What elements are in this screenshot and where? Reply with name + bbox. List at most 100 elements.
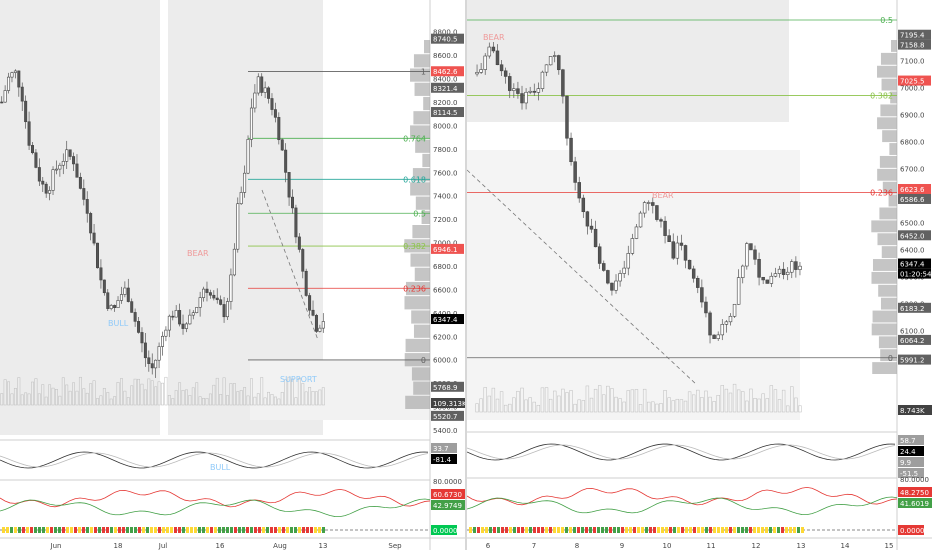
candle[interactable] bbox=[651, 202, 655, 206]
candle[interactable] bbox=[140, 332, 144, 344]
candle[interactable] bbox=[291, 196, 294, 209]
candle[interactable] bbox=[75, 163, 79, 178]
candle[interactable] bbox=[487, 46, 492, 57]
candle[interactable] bbox=[581, 197, 586, 213]
candle[interactable] bbox=[20, 86, 24, 102]
candle[interactable] bbox=[174, 310, 178, 318]
candle[interactable] bbox=[34, 152, 38, 168]
candle[interactable] bbox=[229, 274, 233, 302]
candle[interactable] bbox=[741, 265, 745, 278]
candle[interactable] bbox=[499, 64, 504, 72]
candle[interactable] bbox=[314, 315, 318, 332]
candle[interactable] bbox=[92, 232, 96, 244]
candle[interactable] bbox=[614, 280, 618, 291]
candle[interactable] bbox=[202, 288, 206, 298]
candle[interactable] bbox=[683, 245, 688, 261]
candle[interactable] bbox=[667, 235, 671, 243]
trend-line[interactable] bbox=[467, 169, 698, 386]
candle[interactable] bbox=[195, 307, 199, 314]
candle[interactable] bbox=[17, 70, 21, 88]
candle[interactable] bbox=[589, 225, 594, 230]
candle[interactable] bbox=[708, 312, 712, 336]
candle[interactable] bbox=[102, 279, 106, 294]
candle[interactable] bbox=[3, 90, 7, 103]
candle[interactable] bbox=[638, 212, 643, 228]
candle[interactable] bbox=[96, 242, 99, 269]
candle[interactable] bbox=[10, 72, 14, 78]
candle[interactable] bbox=[716, 334, 720, 339]
candle[interactable] bbox=[297, 236, 301, 250]
candle[interactable] bbox=[794, 261, 798, 270]
candle[interactable] bbox=[164, 329, 168, 337]
candle[interactable] bbox=[655, 205, 659, 220]
candle[interactable] bbox=[208, 292, 212, 296]
candle[interactable] bbox=[503, 70, 508, 77]
candle[interactable] bbox=[311, 309, 315, 316]
candle[interactable] bbox=[188, 314, 192, 325]
candle[interactable] bbox=[61, 160, 65, 166]
trend-line[interactable] bbox=[261, 189, 319, 341]
candle[interactable] bbox=[475, 72, 479, 75]
left-chart-pane[interactable]: 8800.0 8600.0 8400.0 8200.0 8000.0 7800.0 7600… bbox=[0, 0, 465, 550]
candle[interactable] bbox=[267, 87, 271, 99]
candle[interactable] bbox=[491, 46, 496, 52]
candle[interactable] bbox=[161, 335, 164, 347]
candle[interactable] bbox=[280, 139, 284, 151]
candle[interactable] bbox=[109, 305, 113, 309]
candle[interactable] bbox=[243, 172, 247, 193]
candle[interactable] bbox=[765, 279, 769, 284]
candle[interactable] bbox=[646, 202, 651, 204]
candle[interactable] bbox=[321, 321, 325, 329]
candle[interactable] bbox=[671, 241, 675, 259]
candle[interactable] bbox=[626, 253, 631, 269]
candle[interactable] bbox=[301, 249, 305, 272]
candle[interactable] bbox=[724, 321, 729, 325]
candle[interactable] bbox=[520, 93, 524, 104]
candle[interactable] bbox=[37, 167, 41, 182]
candle[interactable] bbox=[41, 180, 45, 185]
candle[interactable] bbox=[113, 305, 117, 309]
candle[interactable] bbox=[540, 71, 545, 89]
candle[interactable] bbox=[602, 263, 606, 271]
candle[interactable] bbox=[232, 248, 236, 276]
candle[interactable] bbox=[569, 137, 573, 163]
candle[interactable] bbox=[785, 271, 790, 275]
candle[interactable] bbox=[749, 243, 753, 251]
candle[interactable] bbox=[483, 55, 487, 70]
candle[interactable] bbox=[191, 312, 195, 316]
candle[interactable] bbox=[622, 267, 626, 274]
candle[interactable] bbox=[236, 203, 240, 250]
candle[interactable] bbox=[249, 107, 253, 140]
candle[interactable] bbox=[68, 149, 72, 157]
candle[interactable] bbox=[479, 69, 483, 73]
candle[interactable] bbox=[277, 117, 281, 141]
candle[interactable] bbox=[606, 270, 610, 284]
candle[interactable] bbox=[273, 109, 277, 118]
candle[interactable] bbox=[528, 90, 532, 93]
candle[interactable] bbox=[552, 55, 557, 57]
candle[interactable] bbox=[82, 188, 86, 200]
candle[interactable] bbox=[548, 56, 553, 66]
candle[interactable] bbox=[133, 312, 137, 322]
right-chart-pane[interactable]: 7100.07000.06900.06800.06700.06600.06500… bbox=[467, 0, 932, 550]
candle[interactable] bbox=[585, 211, 590, 227]
candle[interactable] bbox=[256, 76, 260, 94]
candle[interactable] bbox=[573, 161, 577, 183]
candle[interactable] bbox=[270, 98, 274, 110]
pane-divider[interactable] bbox=[465, 0, 467, 550]
candle[interactable] bbox=[577, 182, 581, 199]
candle[interactable] bbox=[24, 100, 28, 123]
candle[interactable] bbox=[761, 276, 765, 281]
candle[interactable] bbox=[508, 76, 512, 91]
candle[interactable] bbox=[736, 277, 741, 305]
candle[interactable] bbox=[253, 92, 257, 109]
candle[interactable] bbox=[642, 202, 647, 214]
candle[interactable] bbox=[263, 87, 267, 93]
candle[interactable] bbox=[618, 273, 622, 282]
candle[interactable] bbox=[318, 327, 322, 332]
candle[interactable] bbox=[769, 275, 774, 284]
candle[interactable] bbox=[663, 220, 667, 236]
candle[interactable] bbox=[54, 168, 58, 171]
candle[interactable] bbox=[147, 357, 151, 364]
candle[interactable] bbox=[675, 242, 680, 259]
